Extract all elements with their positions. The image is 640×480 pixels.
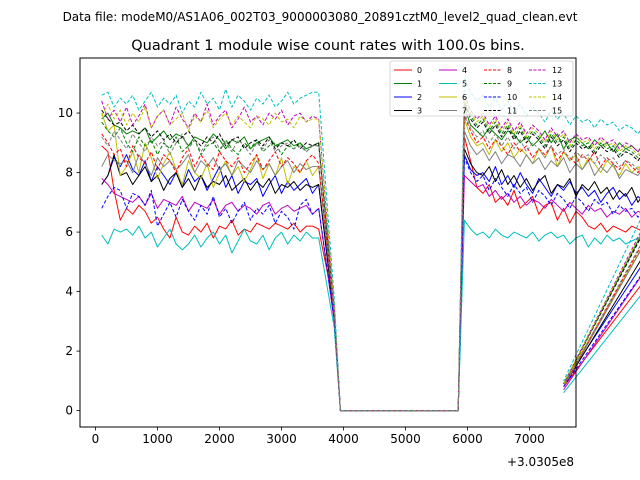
y-tick-label: 10 — [58, 106, 73, 120]
legend-label-0: 0 — [417, 66, 422, 75]
legend-label-8: 8 — [507, 66, 512, 75]
legend-label-1: 1 — [417, 80, 422, 89]
y-axis: 0 2 4 6 8 10 — [58, 106, 80, 418]
figure-suptitle: Data file: modeM0/AS1A06_002T03_90000030… — [63, 10, 578, 24]
x-tick-label: 5000 — [390, 432, 421, 446]
legend-label-10: 10 — [507, 93, 517, 102]
series-line-14 — [101, 97, 640, 412]
legend-label-4: 4 — [462, 66, 467, 75]
series-line-13 — [101, 76, 640, 412]
plot-area — [101, 76, 640, 412]
legend-label-14: 14 — [552, 93, 562, 102]
x-tick-label: 4000 — [328, 432, 359, 446]
legend-box — [389, 60, 574, 117]
chart-title: Quadrant 1 module wise count rates with … — [131, 38, 525, 54]
y-tick-label: 4 — [65, 285, 73, 299]
x-tick-label: 1000 — [142, 432, 173, 446]
legend-label-9: 9 — [507, 80, 512, 89]
axes-frame — [79, 57, 577, 428]
y-tick-label: 2 — [65, 344, 73, 358]
x-tick-label: 0 — [92, 432, 100, 446]
legend-label-12: 12 — [552, 66, 562, 75]
x-tick-label: 7000 — [514, 432, 545, 446]
y-tick-label: 8 — [65, 166, 73, 180]
legend-label-6: 6 — [462, 93, 467, 102]
x-tick-label: 3000 — [266, 432, 297, 446]
legend-label-7: 7 — [462, 107, 467, 116]
legend-label-15: 15 — [552, 107, 562, 116]
y-tick-label: 0 — [65, 404, 73, 418]
legend-label-13: 13 — [552, 80, 562, 89]
legend-label-2: 2 — [417, 93, 422, 102]
x-offset-label: +3.0305e8 — [507, 455, 574, 469]
x-tick-label: 6000 — [452, 432, 483, 446]
x-axis: 0 1000 2000 3000 4000 5000 6000 7000 — [92, 427, 545, 446]
y-tick-label: 6 — [65, 225, 73, 239]
x-tick-label: 2000 — [204, 432, 235, 446]
legend-label-5: 5 — [462, 80, 467, 89]
legend-label-11: 11 — [507, 107, 517, 116]
legend-label-3: 3 — [417, 107, 422, 116]
series-line-15 — [101, 112, 640, 412]
